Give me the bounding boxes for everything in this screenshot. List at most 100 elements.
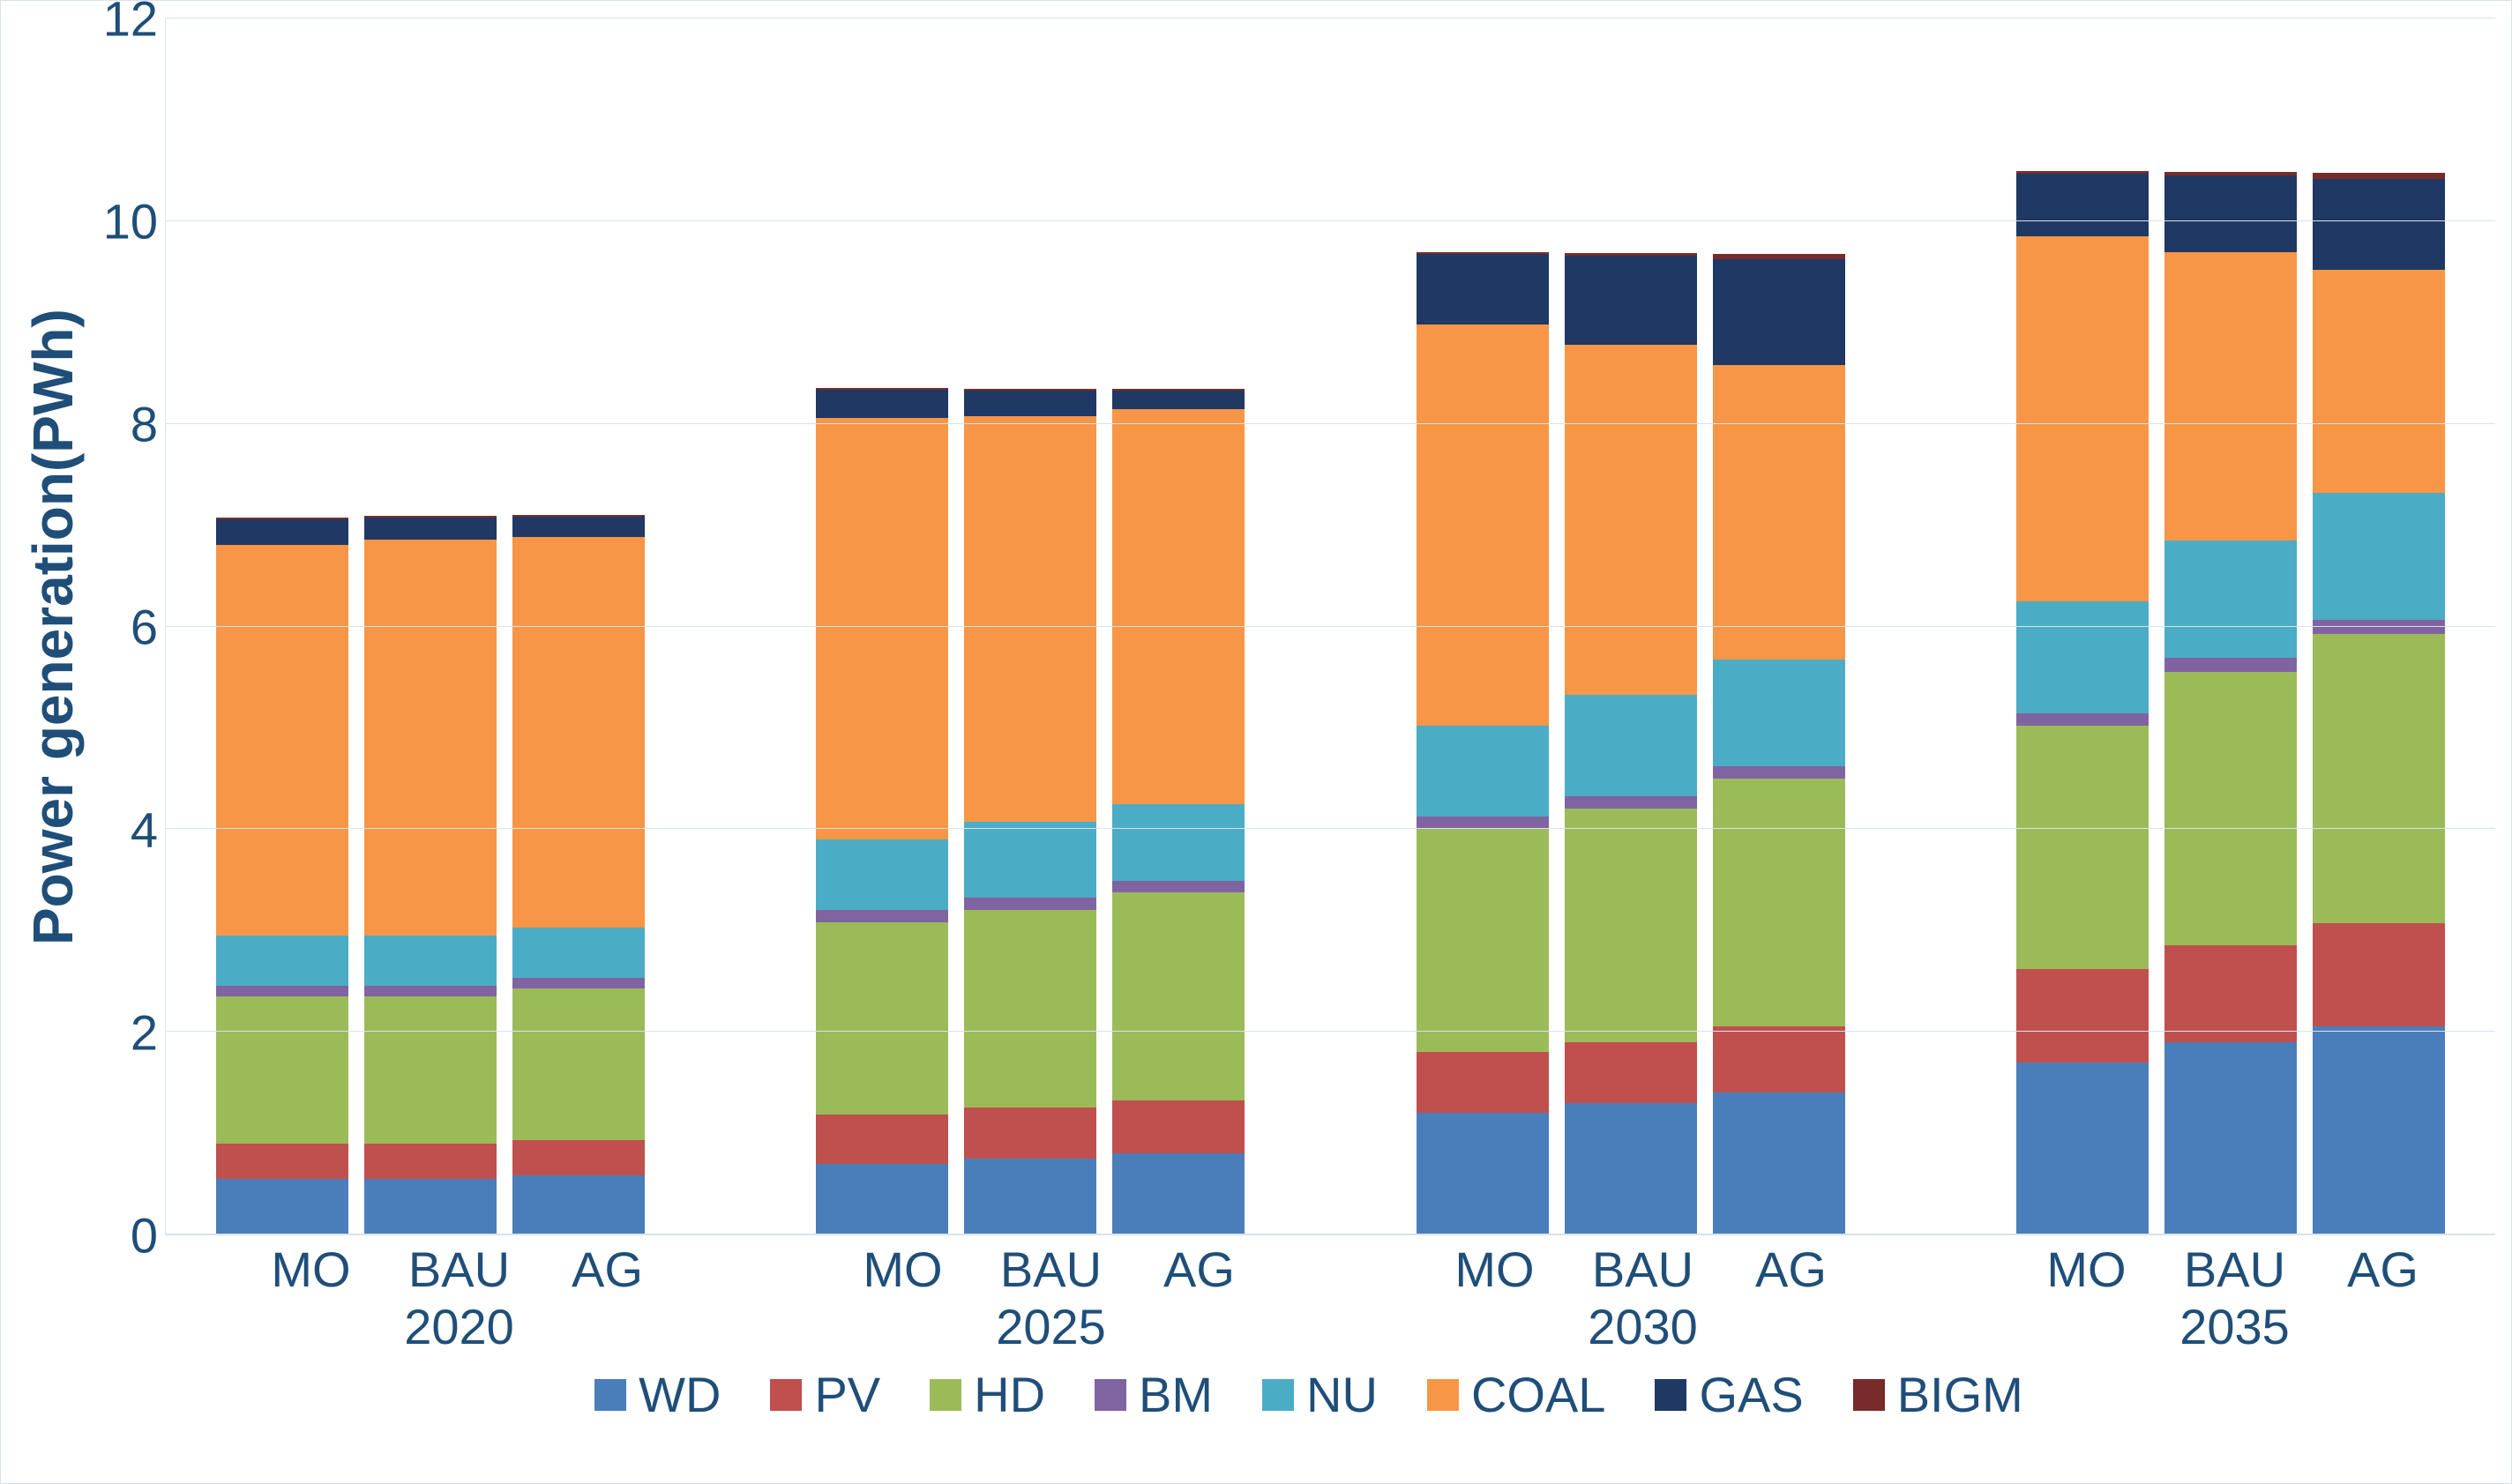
bar-segment-pv (216, 1144, 348, 1179)
bar-segment-bm (1417, 817, 1549, 829)
gridline (166, 1031, 2495, 1032)
bar-segment-gas (964, 391, 1096, 416)
y-tick-label: 0 (131, 1207, 158, 1264)
bar-segment-nu (2313, 493, 2445, 620)
year-label: 2020 (216, 1298, 702, 1355)
legend-label: BM (1139, 1366, 1213, 1423)
bar-segment-gas (512, 517, 645, 537)
y-tick-label: 10 (103, 193, 158, 250)
year-label: 2025 (808, 1298, 1294, 1355)
scenario-label: AG (2317, 1235, 2449, 1298)
bar-segment-bm (2016, 713, 2149, 726)
scenario-label: BAU (1577, 1235, 1709, 1298)
bars-container (166, 19, 2495, 1234)
bar-segment-hd (364, 996, 497, 1144)
y-axis: 024681012 (89, 19, 165, 1235)
bar-segment-coal (964, 416, 1096, 822)
bar-segment-nu (216, 936, 348, 987)
bar-segment-wd (816, 1164, 948, 1235)
bar-segment-coal (1417, 324, 1549, 725)
legend-swatch (594, 1379, 626, 1411)
legend-swatch (930, 1379, 961, 1411)
gridline (166, 423, 2495, 424)
scenario-label: BAU (393, 1235, 526, 1298)
bar-segment-hd (512, 988, 645, 1141)
plot-row: Power generation(PWh) 024681012 (17, 19, 2495, 1235)
bar-segment-coal (1112, 409, 1245, 805)
bar-segment-gas (2313, 179, 2445, 271)
scenario-label: AG (1133, 1235, 1266, 1298)
bar-segment-coal (2313, 270, 2445, 493)
bar-segment-nu (964, 822, 1096, 898)
legend-label: COAL (1471, 1366, 1606, 1423)
scenario-label: MO (2021, 1235, 2153, 1298)
stacked-bar (364, 516, 497, 1234)
legend-swatch (1095, 1379, 1126, 1411)
stacked-bar (2016, 171, 2149, 1234)
legend-swatch (1655, 1379, 1686, 1411)
bar-segment-bm (964, 898, 1096, 910)
bar-segment-pv (1417, 1052, 1549, 1113)
y-tick-label: 4 (131, 802, 158, 859)
bar-segment-bm (2313, 620, 2445, 634)
bar-segment-pv (2313, 923, 2445, 1026)
plot-area (165, 19, 2495, 1235)
bar-segment-coal (2164, 252, 2297, 541)
bar-segment-bm (1565, 796, 1697, 809)
chart-frame: Power generation(PWh) 024681012 MOBAUAGM… (0, 0, 2512, 1484)
legend-swatch (770, 1379, 802, 1411)
bar-segment-nu (2164, 541, 2297, 657)
legend-label: NU (1306, 1366, 1378, 1423)
stacked-bar (512, 515, 645, 1234)
stacked-bar (1565, 253, 1697, 1234)
bar-segment-pv (964, 1107, 1096, 1159)
bar-segment-gas (1417, 254, 1549, 325)
bar-segment-wd (512, 1175, 645, 1234)
bar-segment-hd (1112, 892, 1245, 1100)
bar-segment-gas (2016, 174, 2149, 236)
bar-segment-bm (816, 910, 948, 922)
bar-segment-hd (216, 996, 348, 1144)
bar-segment-coal (364, 540, 497, 936)
bar-segment-hd (964, 910, 1096, 1107)
bar-segment-bm (1713, 766, 1845, 779)
y-tick-label: 2 (131, 1004, 158, 1062)
bar-segment-pv (1565, 1042, 1697, 1103)
bar-segment-bm (2164, 658, 2297, 672)
bar-segment-nu (2016, 601, 2149, 713)
gridline (166, 626, 2495, 627)
legend-swatch (1427, 1379, 1459, 1411)
legend-swatch (1853, 1379, 1885, 1411)
year-group (1384, 252, 1878, 1234)
bar-segment-wd (216, 1179, 348, 1234)
year-group (1984, 171, 2478, 1234)
gridline (166, 828, 2495, 829)
stacked-bar (1417, 252, 1549, 1234)
scenario-label: BAU (985, 1235, 1118, 1298)
bar-segment-hd (2164, 672, 2297, 946)
stacked-bar (1112, 389, 1245, 1234)
year-group (183, 515, 677, 1234)
stacked-bar (2164, 172, 2297, 1234)
bar-segment-gas (1112, 391, 1245, 409)
legend: WDPVHDBMNUCOALGASBIGM (17, 1355, 2495, 1428)
bar-segment-hd (2016, 726, 2149, 969)
bar-segment-coal (1565, 345, 1697, 695)
legend-label: WD (639, 1366, 721, 1423)
bar-segment-bm (512, 978, 645, 988)
x-axis-year-labels: 2020202520302035 (17, 1298, 2495, 1355)
y-axis-title: Power generation(PWh) (17, 19, 89, 1235)
legend-label: BIGM (1897, 1366, 2023, 1423)
legend-item-gas: GAS (1655, 1366, 1803, 1423)
year-group (783, 388, 1277, 1234)
bar-segment-nu (1565, 695, 1697, 796)
bar-segment-nu (512, 928, 645, 979)
bar-segment-pv (1112, 1100, 1245, 1153)
legend-item-nu: NU (1262, 1366, 1378, 1423)
bar-segment-nu (1417, 726, 1549, 817)
scenario-label: MO (245, 1235, 378, 1298)
bar-segment-wd (2313, 1026, 2445, 1234)
year-label: 2030 (1400, 1298, 1886, 1355)
bar-segment-wd (364, 1179, 497, 1234)
stacked-bar (2313, 173, 2445, 1234)
